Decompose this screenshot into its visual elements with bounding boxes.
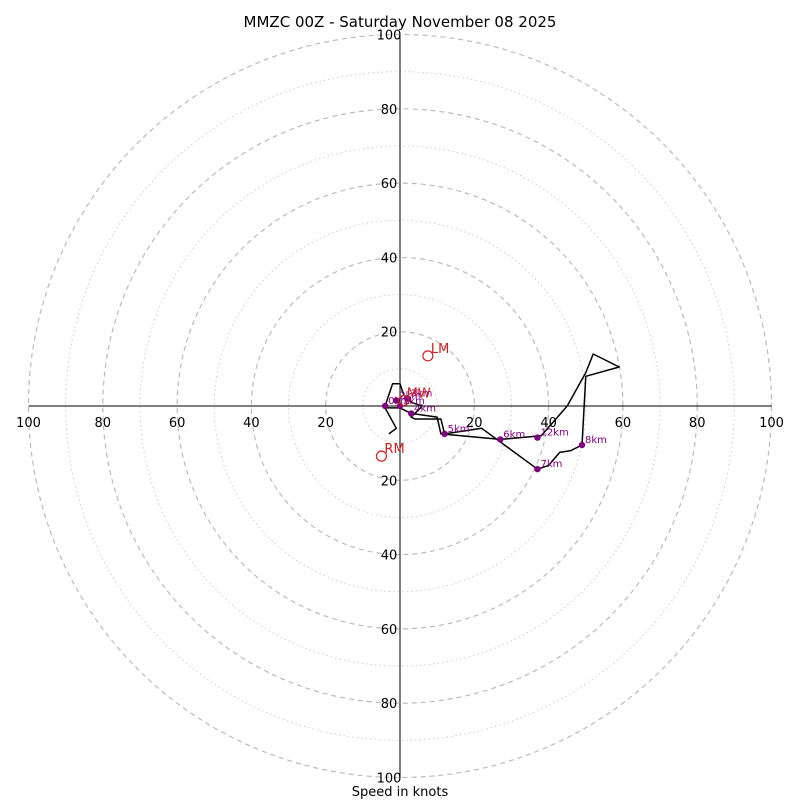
storm-motion-marker [422, 350, 434, 362]
storm-motion-label: RM [384, 442, 404, 457]
height-marker-dot [393, 397, 400, 404]
hodograph-line [384, 353, 620, 470]
x-tick-label: 60 [615, 416, 632, 431]
y-tick-label: 60 [381, 177, 398, 192]
height-marker-label: 4km [414, 403, 436, 414]
height-marker-label: 1km [403, 396, 425, 407]
y-tick-label: 80 [381, 103, 398, 118]
height-marker-label: 3km [410, 389, 432, 400]
chart-title: MMZC 00Z - Saturday November 08 2025 [244, 13, 557, 31]
x-tick-label: 100 [16, 416, 41, 431]
height-marker-label: 2km [399, 390, 421, 401]
y-tick-label: 60 [381, 623, 398, 638]
height-marker-label: 12km [540, 428, 568, 439]
height-marker-dot [441, 430, 448, 438]
x-tick-label: 20 [466, 416, 483, 431]
y-tick-label: 40 [381, 549, 398, 564]
storm-motion-marker [398, 394, 410, 407]
x-tick-label: 100 [759, 416, 784, 431]
storm-motion-markers: LM RM MW [375, 342, 449, 462]
x-tick-label: 40 [243, 416, 260, 431]
y-tick-label: 20 [381, 474, 398, 489]
height-marker-dot [497, 436, 504, 443]
height-marker-dot [534, 465, 541, 473]
storm-motion-marker [375, 450, 388, 462]
storm-motion-label: MW [407, 386, 431, 401]
height-marker-dot [407, 410, 415, 417]
x-tick-label: 40 [540, 416, 557, 431]
y-tick-labels: 100 80 60 40 20 20 40 60 80 100 [377, 29, 402, 787]
height-marker-label: 6km [503, 429, 525, 440]
wind-trace [384, 353, 620, 470]
x-tick-label: 80 [95, 416, 112, 431]
y-tick-label: 40 [381, 251, 398, 266]
height-marker-dot [534, 434, 541, 441]
y-tick-label: 80 [381, 697, 398, 712]
x-axis-label: Speed in knots [352, 785, 449, 800]
x-tick-label: 60 [169, 416, 186, 431]
x-tick-label: 20 [317, 416, 334, 431]
height-marker-label: 8km [585, 435, 607, 446]
x-tick-labels: 100 80 60 40 20 20 40 60 80 100 [16, 416, 784, 431]
y-tick-label: 100 [377, 29, 402, 44]
y-tick-label: 100 [377, 772, 402, 787]
x-tick-label: 80 [689, 416, 706, 431]
height-marker-label: 7km [540, 459, 562, 470]
y-tick-label: 20 [381, 326, 398, 341]
height-marker-label: 5km [448, 424, 470, 435]
height-marker-dot [381, 402, 389, 410]
storm-motion-label: LM [431, 342, 449, 357]
height-marker-dot [578, 441, 586, 449]
